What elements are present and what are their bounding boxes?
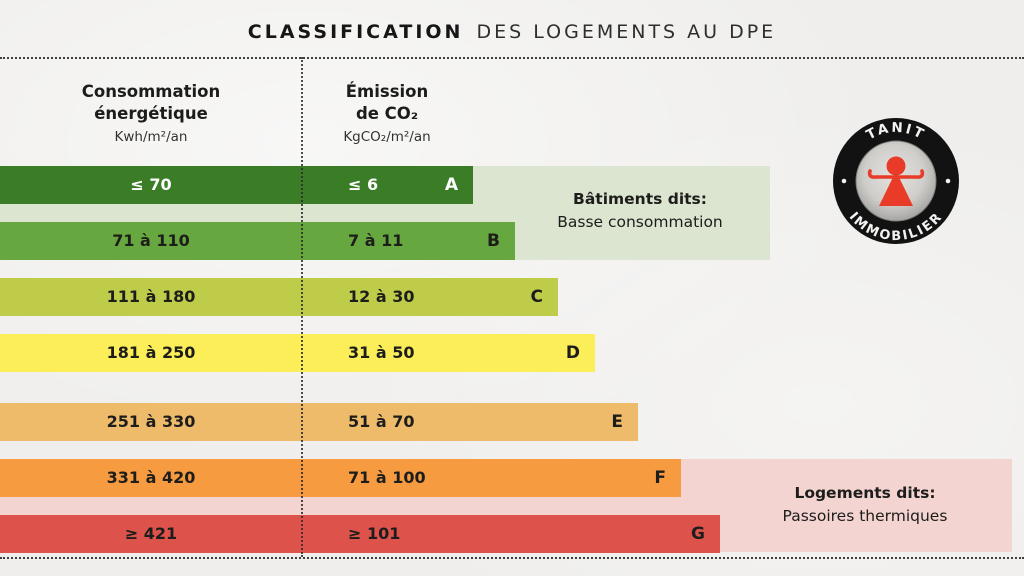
bar-d-letter: D <box>565 343 580 363</box>
bar-a-letter: A <box>444 175 458 195</box>
bar-d-consumption: 181 à 250 <box>106 343 196 362</box>
thermal-sieve-subheading: Passoires thermiques <box>782 507 948 525</box>
low-consumption-heading: Bâtiments dits: <box>573 190 707 208</box>
dpe-bar-b: 71 à 110 7 à 11 B <box>0 222 515 260</box>
thermal-sieve-label: Logements dits: Passoires thermiques <box>715 482 1015 528</box>
co2-column-header: Émission de CO₂ KgCO₂/m²/an <box>302 81 472 147</box>
page-title-emphasis: CLASSIFICATION <box>247 21 464 43</box>
bar-g-consumption: ≥ 421 <box>124 524 178 543</box>
dpe-bar-e: 251 à 330 51 à 70 E <box>0 403 638 441</box>
dpe-bar-c: 111 à 180 12 à 30 C <box>0 278 558 316</box>
co2-header-unit: KgCO₂/m²/an <box>343 129 431 145</box>
bar-f-co2: 71 à 100 <box>348 468 426 487</box>
bar-b-co2: 7 à 11 <box>348 231 404 250</box>
bar-g-letter: G <box>691 524 705 544</box>
consumption-header-line2: énergétique <box>94 104 208 123</box>
bar-e-consumption: 251 à 330 <box>106 412 196 431</box>
consumption-column-header: Consommation énergétique Kwh/m²/an <box>0 81 302 147</box>
dpe-bar-a: ≤ 70 ≤ 6 A <box>0 166 473 204</box>
bar-e-co2: 51 à 70 <box>348 412 415 431</box>
tanit-immobilier-logo: TANIT IMMOBILIER <box>833 118 959 244</box>
bar-f-letter: F <box>654 468 666 488</box>
bar-a-consumption: ≤ 70 <box>130 175 172 194</box>
bar-b-letter: B <box>487 231 500 251</box>
low-consumption-label: Bâtiments dits: Basse consommation <box>490 188 790 234</box>
tanit-symbol-icon <box>867 156 925 206</box>
low-consumption-subheading: Basse consommation <box>557 213 723 231</box>
bar-c-consumption: 111 à 180 <box>106 287 196 306</box>
page-title: CLASSIFICATION DES LOGEMENTS AU DPE <box>0 21 1024 43</box>
bar-g-co2: ≥ 101 <box>348 524 401 543</box>
bar-d-co2: 31 à 50 <box>348 343 415 362</box>
consumption-header-unit: Kwh/m²/an <box>114 129 188 145</box>
co2-header-line2: de CO₂ <box>355 104 419 123</box>
bar-e-letter: E <box>611 412 623 432</box>
logo-right-dot <box>945 178 951 184</box>
bottom-dotted-divider <box>0 557 1024 559</box>
dpe-bar-g: ≥ 421 ≥ 101 G <box>0 515 720 553</box>
bar-b-consumption: 71 à 110 <box>112 231 190 250</box>
page-title-rest: DES LOGEMENTS AU DPE <box>476 21 777 43</box>
bar-f-consumption: 331 à 420 <box>106 468 196 487</box>
co2-header-line1: Émission <box>345 82 429 101</box>
column-dotted-divider <box>301 57 303 557</box>
bar-c-letter: C <box>530 287 543 307</box>
svg-text:TANIT: TANIT <box>864 120 929 144</box>
bar-a-co2: ≤ 6 <box>348 175 379 194</box>
logo-left-dot <box>841 178 847 184</box>
consumption-header-line1: Consommation <box>81 82 221 101</box>
dpe-bar-d: 181 à 250 31 à 50 D <box>0 334 595 372</box>
top-dotted-divider <box>0 57 1024 59</box>
bar-c-co2: 12 à 30 <box>348 287 415 306</box>
logo-arc-top-text: TANIT <box>864 120 926 144</box>
thermal-sieve-heading: Logements dits: <box>794 484 936 502</box>
dpe-bar-f: 331 à 420 71 à 100 F <box>0 459 681 497</box>
